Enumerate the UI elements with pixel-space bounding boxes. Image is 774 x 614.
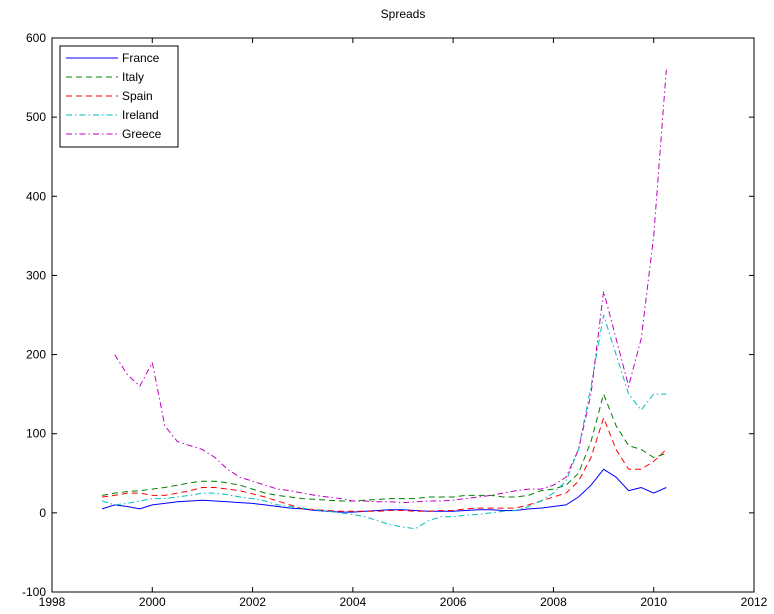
x-tick-label: 2010 xyxy=(640,595,667,609)
y-tick-label: 0 xyxy=(39,506,46,520)
series-line xyxy=(101,468,667,513)
legend-label: Spain xyxy=(122,89,153,103)
chart-title: Spreads xyxy=(381,7,426,21)
x-tick-label: 1998 xyxy=(39,595,66,609)
y-tick-label: -100 xyxy=(22,585,46,599)
legend-label: Greece xyxy=(122,127,162,141)
x-tick-label: 2012 xyxy=(741,595,768,609)
legend-label: Ireland xyxy=(122,108,159,122)
y-tick-label: 600 xyxy=(26,31,46,45)
legend-label: France xyxy=(122,51,160,65)
y-tick-label: 200 xyxy=(26,348,46,362)
x-tick-label: 2002 xyxy=(239,595,266,609)
y-tick-label: 400 xyxy=(26,189,46,203)
x-tick-label: 2004 xyxy=(340,595,367,609)
y-tick-label: 500 xyxy=(26,110,46,124)
y-tick-label: 100 xyxy=(26,427,46,441)
series-line xyxy=(102,392,667,502)
series-line xyxy=(114,69,667,504)
y-tick-label: 300 xyxy=(26,268,46,282)
legend-label: Italy xyxy=(122,70,144,84)
x-tick-label: 2008 xyxy=(540,595,567,609)
series-line xyxy=(101,314,667,530)
x-tick-label: 2000 xyxy=(139,595,166,609)
series-line xyxy=(102,416,667,512)
x-tick-label: 2006 xyxy=(440,595,467,609)
